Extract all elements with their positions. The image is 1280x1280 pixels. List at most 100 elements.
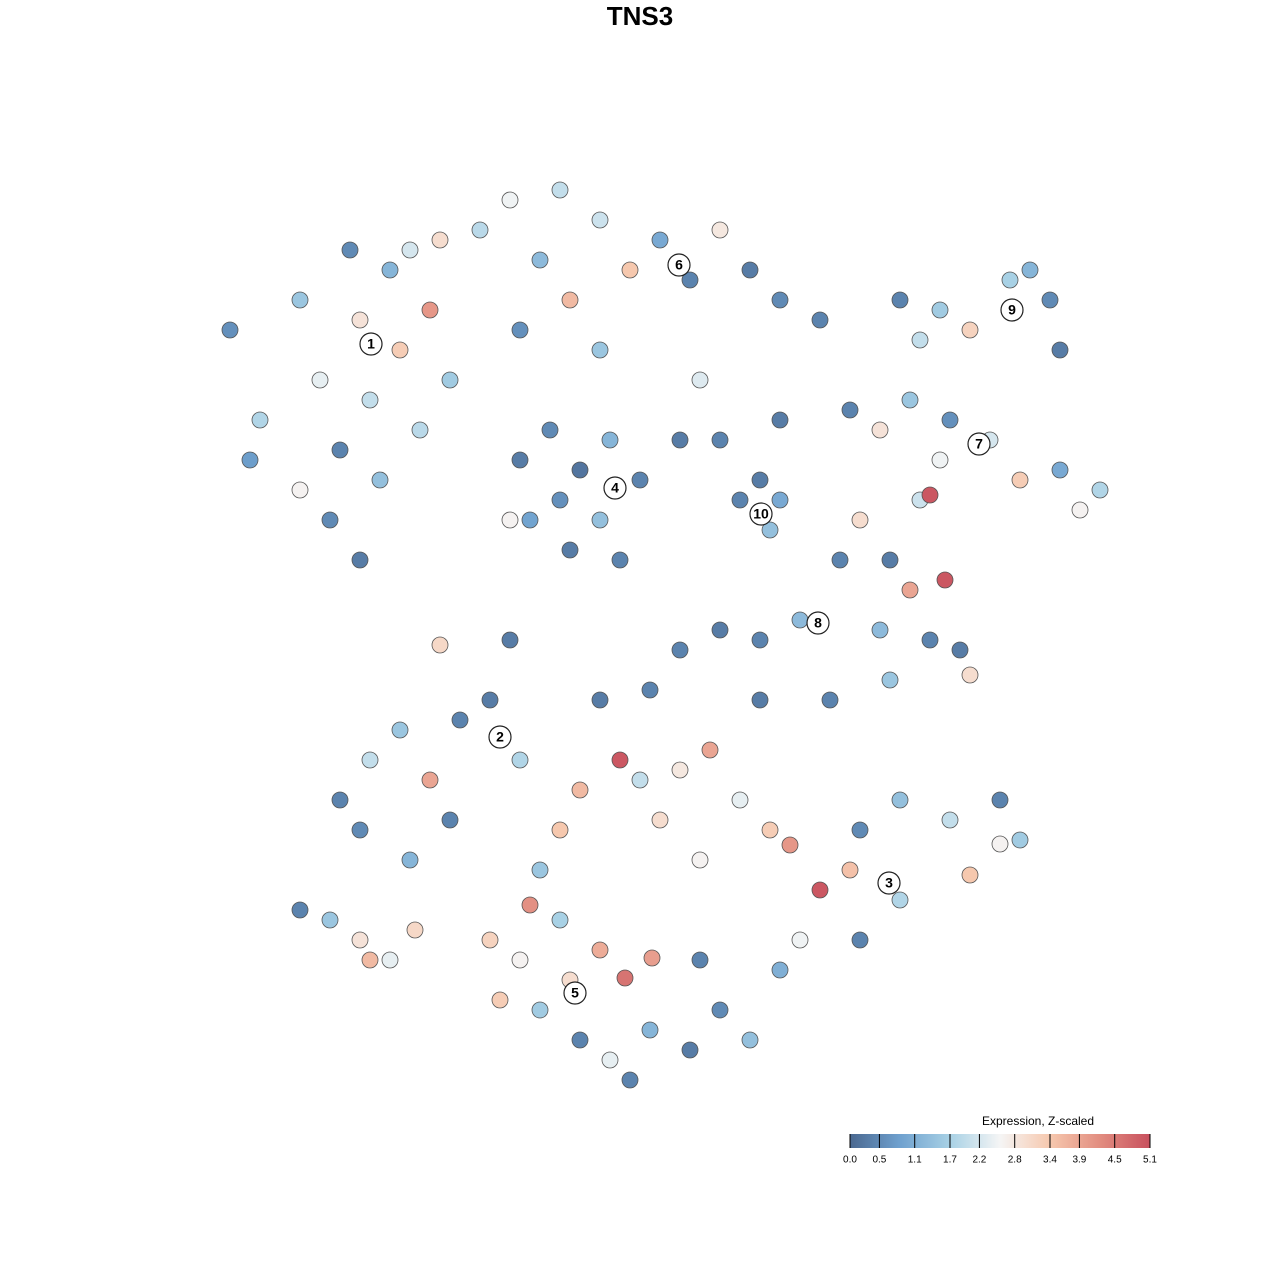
cluster-badge [359, 332, 383, 356]
point [691, 951, 709, 969]
point [551, 911, 569, 929]
point [641, 1021, 659, 1039]
point [591, 941, 609, 959]
point [511, 751, 529, 769]
point [401, 241, 419, 259]
point [351, 821, 369, 839]
point [671, 641, 689, 659]
point [561, 291, 579, 309]
point [751, 631, 769, 649]
point [771, 291, 789, 309]
point [471, 221, 489, 239]
point [501, 631, 519, 649]
point [941, 411, 959, 429]
point [936, 571, 954, 589]
point [511, 321, 529, 339]
point [643, 949, 661, 967]
cluster-badge [603, 476, 627, 500]
point [571, 781, 589, 799]
point [371, 471, 389, 489]
point [771, 961, 789, 979]
cluster-label: 3 [885, 875, 893, 891]
point [361, 951, 379, 969]
point [641, 681, 659, 699]
point [1011, 471, 1029, 489]
point [481, 931, 499, 949]
point [611, 751, 629, 769]
point [571, 461, 589, 479]
point [616, 969, 634, 987]
colorbar-tick-label: 3.9 [1072, 1155, 1086, 1166]
point [431, 636, 449, 654]
point [291, 901, 309, 919]
point [651, 811, 669, 829]
point [591, 511, 609, 529]
point [511, 451, 529, 469]
point [551, 491, 569, 509]
colorbar-tick-label: 1.7 [943, 1155, 957, 1166]
point [591, 691, 609, 709]
point [681, 271, 699, 289]
point [1071, 501, 1089, 519]
cluster-label: 8 [814, 615, 822, 631]
point [411, 421, 429, 439]
point [811, 311, 829, 329]
point [1001, 271, 1019, 289]
point [881, 551, 899, 569]
point [361, 751, 379, 769]
point [621, 1071, 639, 1089]
point [821, 691, 839, 709]
point [671, 431, 689, 449]
point [701, 741, 719, 759]
point [291, 481, 309, 499]
cluster-label: 5 [571, 985, 579, 1001]
cluster-label: 7 [975, 436, 983, 452]
point [831, 551, 849, 569]
point [551, 181, 569, 199]
point [991, 791, 1009, 809]
point [651, 231, 669, 249]
point [1051, 341, 1069, 359]
point [881, 671, 899, 689]
point [871, 621, 889, 639]
point [751, 691, 769, 709]
point [351, 551, 369, 569]
point [251, 411, 269, 429]
point [381, 261, 399, 279]
point [671, 761, 689, 779]
point [771, 411, 789, 429]
colorbar-tick-label: 4.5 [1108, 1155, 1122, 1166]
point [771, 491, 789, 509]
point [601, 1051, 619, 1069]
point [1021, 261, 1039, 279]
point [691, 851, 709, 869]
point [501, 191, 519, 209]
colorbar-tick-label: 3.4 [1043, 1155, 1057, 1166]
colorbar-tick-label: 1.1 [908, 1155, 922, 1166]
cluster-badge [749, 502, 773, 526]
point [761, 821, 779, 839]
point [441, 371, 459, 389]
point [751, 471, 769, 489]
point [851, 821, 869, 839]
cluster-badge [967, 432, 991, 456]
cluster-badge [877, 871, 901, 895]
point [221, 321, 239, 339]
point [911, 331, 929, 349]
point [841, 401, 859, 419]
point [521, 511, 539, 529]
point [341, 241, 359, 259]
point [871, 421, 889, 439]
point [551, 821, 569, 839]
colorbar [850, 1134, 1150, 1148]
point [851, 511, 869, 529]
point [1091, 481, 1109, 499]
point [851, 931, 869, 949]
colorbar-title: Expression, Z-scaled [982, 1114, 1094, 1128]
cluster-label: 2 [496, 729, 504, 745]
point [691, 371, 709, 389]
point [381, 951, 399, 969]
point [891, 291, 909, 309]
point [961, 666, 979, 684]
